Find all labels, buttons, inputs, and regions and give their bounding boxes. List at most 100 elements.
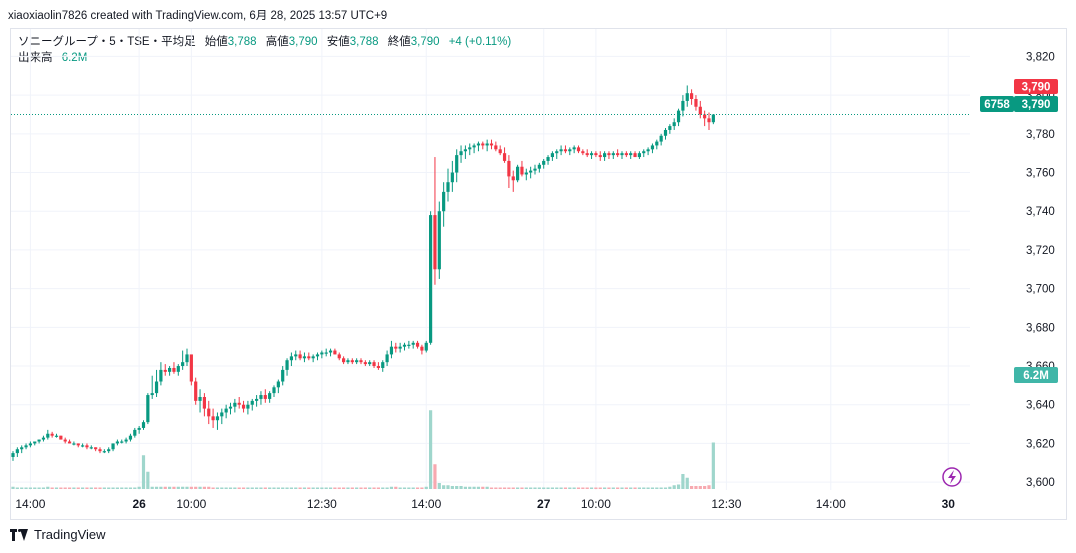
volume-bar [546, 487, 550, 489]
legend-close-label: 終値 [387, 36, 411, 48]
candle-body [98, 449, 102, 452]
volume-bar [511, 487, 515, 489]
candle-body [15, 449, 19, 454]
time-axis[interactable]: 14:00 26 10:00 12:30 14:00 27 10:00 12:30 14:00 3… [15, 497, 955, 511]
volume-bar [120, 487, 124, 489]
price-axis[interactable]: 3,8203,8003,7803,7603,7403,7203,7003,680… [1026, 51, 1055, 489]
legend-symbol[interactable]: ソニーグループ・5・TSE・平均足 [18, 36, 196, 48]
candle-body [372, 362, 376, 367]
candle [67, 439, 72, 444]
tradingview-brand[interactable]: TradingView [10, 527, 106, 542]
candle [181, 350, 185, 370]
candle [189, 354, 193, 386]
legend-volume-label[interactable]: 出来高 [18, 52, 53, 64]
candle [376, 362, 380, 370]
volume-bar [415, 487, 420, 489]
volume-bar [259, 487, 263, 489]
candle [481, 141, 485, 150]
candle [463, 145, 467, 159]
grid-lines [11, 29, 970, 490]
volume-bar [198, 486, 202, 489]
candle [385, 350, 389, 367]
volume-bar [172, 486, 176, 489]
candle-body [368, 362, 372, 365]
volume-bar [189, 486, 193, 489]
candle [537, 162, 541, 173]
candle [46, 429, 50, 440]
candle [159, 362, 163, 386]
candle-body [46, 433, 50, 438]
candle-body [455, 155, 459, 173]
candle [298, 350, 302, 361]
volume-bar [420, 487, 424, 489]
candle [276, 379, 280, 394]
chart-legend: ソニーグループ・5・TSE・平均足 始値3,788 高値3,790 安値3,78… [18, 34, 511, 66]
candle [637, 151, 641, 159]
last-volume-badge-bg [1014, 367, 1058, 383]
candle-body [202, 396, 206, 409]
candle [429, 211, 433, 345]
candle [250, 398, 254, 411]
x-tick-label: 26 [132, 497, 146, 511]
candle-body [481, 143, 485, 146]
volume-bar [20, 487, 24, 489]
volume-bar [302, 487, 307, 489]
candle [524, 168, 528, 181]
bar-countdown-badge-text: 6758 [984, 99, 1010, 111]
candle-body [524, 172, 528, 175]
candle [346, 358, 350, 365]
candle-body [324, 352, 328, 354]
candle-body [694, 99, 698, 107]
volume-bar [337, 487, 341, 489]
candle [320, 350, 324, 359]
candle [141, 420, 146, 430]
candle [472, 143, 476, 154]
y-tick-label: 3,760 [1026, 168, 1055, 180]
candle-body [389, 346, 394, 355]
candle-body [146, 395, 150, 423]
candle-body [359, 360, 363, 363]
volume-bar [620, 487, 624, 489]
candle-body [250, 400, 254, 405]
candle-body [381, 362, 385, 368]
candle [20, 445, 24, 454]
candle [516, 164, 520, 183]
candle-body [63, 439, 67, 442]
candle [415, 340, 420, 349]
candle-body [516, 166, 520, 181]
y-tick-label: 3,600 [1026, 477, 1055, 489]
volume-bar [276, 487, 280, 489]
lightning-icon[interactable] [942, 467, 962, 487]
volume-bar [481, 486, 485, 489]
volume-bar [368, 487, 372, 489]
candle [33, 441, 37, 446]
volume-bar [502, 487, 507, 489]
volume-bar [646, 487, 650, 489]
volume-bar [542, 487, 546, 489]
volume-bar [637, 487, 641, 489]
volume-bar [537, 487, 541, 489]
volume-bar [289, 487, 293, 489]
last-price-badge-bg [1014, 96, 1058, 112]
candle [355, 358, 359, 365]
candle-body [137, 427, 141, 430]
volume-bar [589, 487, 594, 489]
candle-body [629, 153, 633, 156]
chart-frame [10, 28, 1067, 520]
candle [598, 151, 602, 161]
candle [616, 149, 620, 158]
volume-bar [241, 487, 246, 489]
volume-bar [128, 487, 133, 489]
candle [81, 443, 85, 448]
candle-body [550, 153, 554, 158]
candle-body [81, 445, 85, 447]
candle-body [624, 153, 628, 156]
volume-bar [576, 487, 581, 489]
candle [102, 449, 106, 454]
candle [324, 348, 328, 357]
candle-body [215, 416, 220, 421]
volume-bar [668, 486, 672, 489]
candle [607, 151, 611, 159]
candle [572, 145, 576, 154]
